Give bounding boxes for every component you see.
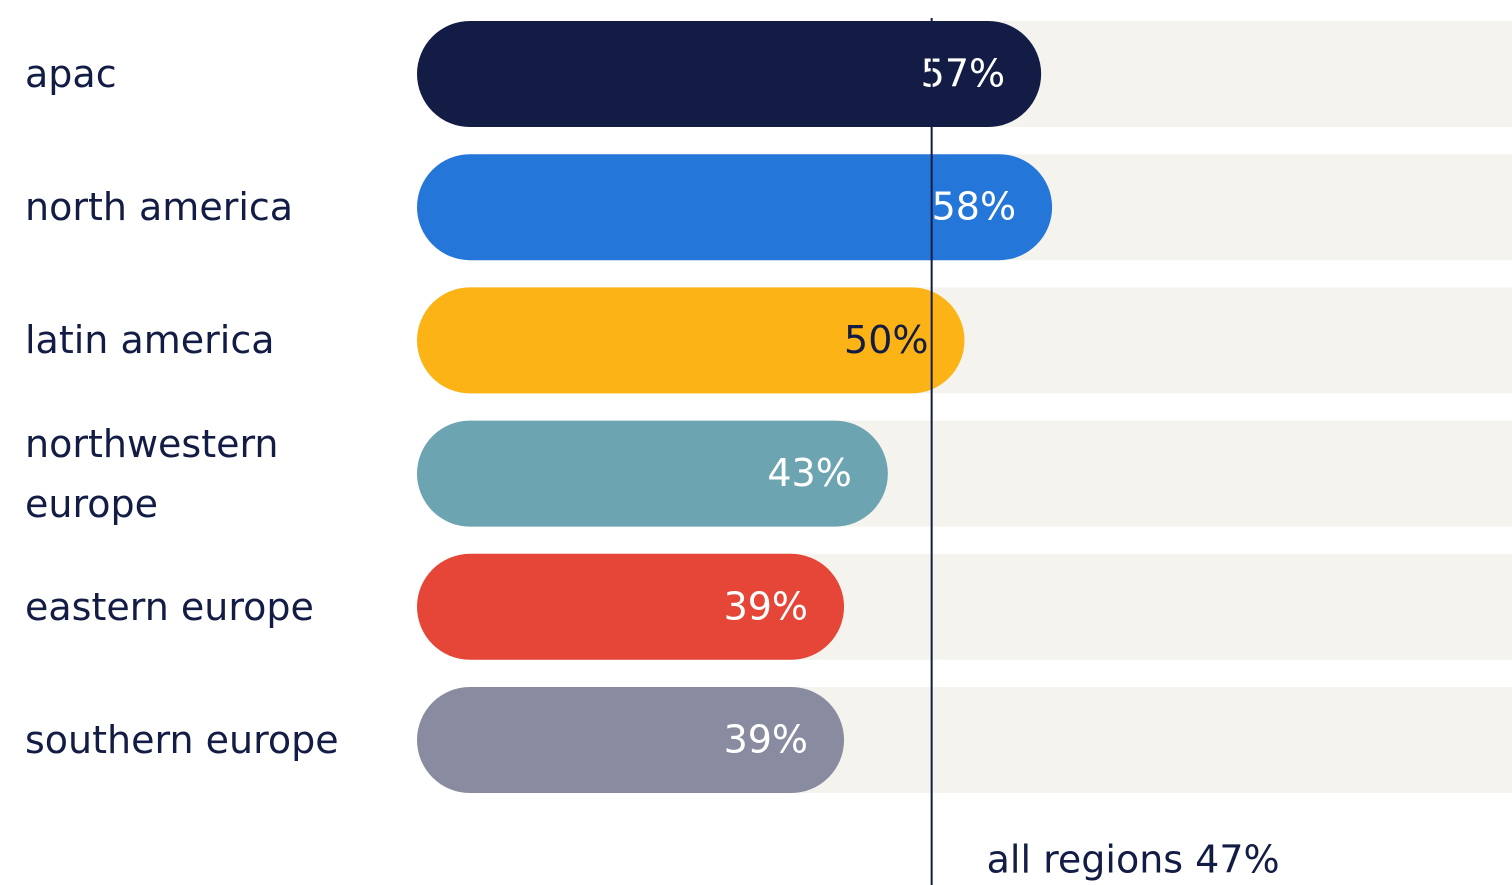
- category-label: latin america: [25, 318, 275, 363]
- bar: [417, 154, 1053, 261]
- category-label: eastern europe: [25, 584, 314, 629]
- value-label: 58%: [932, 185, 1016, 229]
- category-label: apac: [25, 52, 117, 96]
- value-label: 39%: [724, 718, 808, 762]
- value-label: 43%: [767, 451, 851, 495]
- bar: [417, 420, 888, 527]
- category-label: north america: [25, 185, 294, 230]
- value-label: 39%: [724, 584, 808, 628]
- bar: [417, 553, 845, 660]
- value-label: 50%: [844, 318, 928, 362]
- category-label: northwestern europe: [25, 421, 279, 526]
- bar: [417, 287, 965, 394]
- value-label: 57%: [921, 52, 1005, 96]
- reference-label: all regions 47%: [987, 838, 1280, 882]
- bar: [417, 21, 1042, 127]
- category-label: southern europe: [25, 718, 339, 762]
- bar: [417, 687, 845, 793]
